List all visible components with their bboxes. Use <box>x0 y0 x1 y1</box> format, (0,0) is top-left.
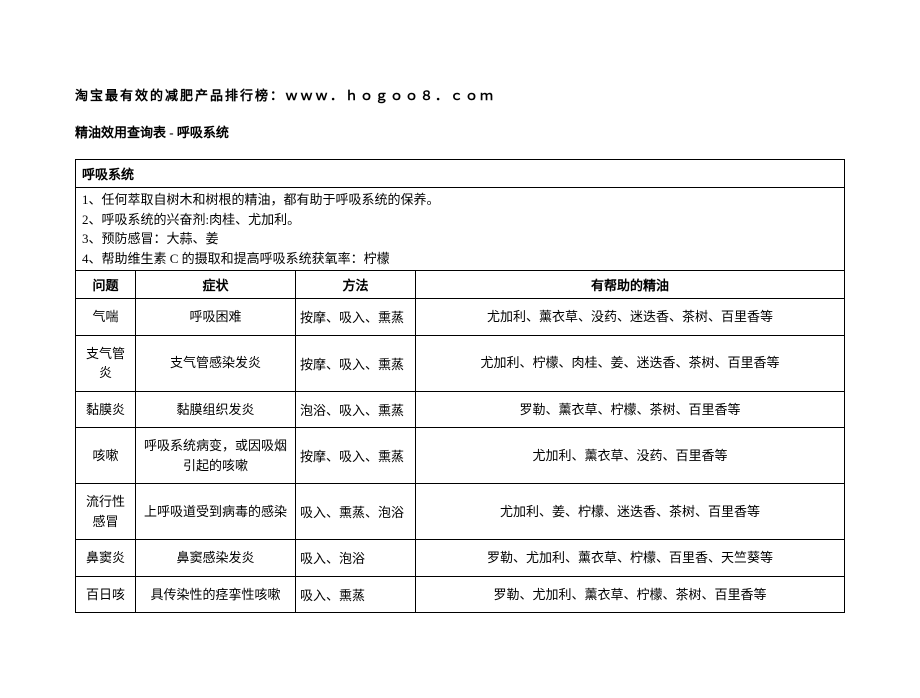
table-row: 百日咳 具传染性的痉挛性咳嗽 吸入、熏蒸 罗勒、尤加利、薰衣草、柠檬、茶树、百里… <box>76 576 845 613</box>
intro-line: 1、任何萃取自树木和树根的精油，都有助于呼吸系统的保养。 <box>82 190 838 210</box>
cell-symptom: 黏膜组织发炎 <box>136 391 296 428</box>
cell-oils: 尤加利、薰衣草、没药、百里香等 <box>416 428 845 484</box>
cell-method: 按摩、吸入、熏蒸 <box>296 335 416 391</box>
page-subtitle: 精油效用查询表 - 呼吸系统 <box>75 122 845 141</box>
intro-line: 4、帮助维生素 C 的摄取和提高呼吸系统获氧率：柠檬 <box>82 249 838 269</box>
table-row: 黏膜炎 黏膜组织发炎 泡浴、吸入、熏蒸 罗勒、薰衣草、柠檬、茶树、百里香等 <box>76 391 845 428</box>
col-oils: 有帮助的精油 <box>416 271 845 299</box>
cell-symptom: 具传染性的痉挛性咳嗽 <box>136 576 296 613</box>
intro-line: 3、预防感冒：大蒜、姜 <box>82 229 838 249</box>
section-title: 呼吸系统 <box>76 160 845 188</box>
cell-symptom: 支气管感染发炎 <box>136 335 296 391</box>
cell-method: 按摩、吸入、熏蒸 <box>296 428 416 484</box>
cell-method: 吸入、泡浴 <box>296 540 416 577</box>
col-method: 方法 <box>296 271 416 299</box>
cell-symptom: 呼吸困难 <box>136 299 296 336</box>
col-problem: 问题 <box>76 271 136 299</box>
page-header: 淘宝最有效的减肥产品排行榜：ｗｗｗ．ｈｏｇｏｏ８．ｃｏｍ <box>75 85 845 104</box>
cell-method: 吸入、熏蒸、泡浴 <box>296 484 416 540</box>
table-row: 咳嗽 呼吸系统病变，或因吸烟引起的咳嗽 按摩、吸入、熏蒸 尤加利、薰衣草、没药、… <box>76 428 845 484</box>
cell-problem: 支气管炎 <box>76 335 136 391</box>
cell-symptom: 呼吸系统病变，或因吸烟引起的咳嗽 <box>136 428 296 484</box>
table-row: 鼻窦炎 鼻窦感染发炎 吸入、泡浴 罗勒、尤加利、薰衣草、柠檬、百里香、天竺葵等 <box>76 540 845 577</box>
column-headers: 问题 症状 方法 有帮助的精油 <box>76 271 845 299</box>
cell-oils: 尤加利、柠檬、肉桂、姜、迷迭香、茶树、百里香等 <box>416 335 845 391</box>
cell-method: 吸入、熏蒸 <box>296 576 416 613</box>
cell-problem: 气喘 <box>76 299 136 336</box>
cell-oils: 罗勒、尤加利、薰衣草、柠檬、百里香、天竺葵等 <box>416 540 845 577</box>
cell-oils: 尤加利、姜、柠檬、迷迭香、茶树、百里香等 <box>416 484 845 540</box>
cell-method: 按摩、吸入、熏蒸 <box>296 299 416 336</box>
cell-symptom: 上呼吸道受到病毒的感染 <box>136 484 296 540</box>
cell-oils: 罗勒、尤加利、薰衣草、柠檬、茶树、百里香等 <box>416 576 845 613</box>
col-symptom: 症状 <box>136 271 296 299</box>
cell-oils: 尤加利、薰衣草、没药、迷迭香、茶树、百里香等 <box>416 299 845 336</box>
cell-problem: 黏膜炎 <box>76 391 136 428</box>
table-row: 气喘 呼吸困难 按摩、吸入、熏蒸 尤加利、薰衣草、没药、迷迭香、茶树、百里香等 <box>76 299 845 336</box>
oils-table: 呼吸系统 1、任何萃取自树木和树根的精油，都有助于呼吸系统的保养。 2、呼吸系统… <box>75 159 845 613</box>
intro-line: 2、呼吸系统的兴奋剂:肉桂、尤加利。 <box>82 210 838 230</box>
cell-problem: 百日咳 <box>76 576 136 613</box>
table-row: 支气管炎 支气管感染发炎 按摩、吸入、熏蒸 尤加利、柠檬、肉桂、姜、迷迭香、茶树… <box>76 335 845 391</box>
cell-problem: 流行性感冒 <box>76 484 136 540</box>
cell-oils: 罗勒、薰衣草、柠檬、茶树、百里香等 <box>416 391 845 428</box>
cell-method: 泡浴、吸入、熏蒸 <box>296 391 416 428</box>
table-row: 流行性感冒 上呼吸道受到病毒的感染 吸入、熏蒸、泡浴 尤加利、姜、柠檬、迷迭香、… <box>76 484 845 540</box>
cell-problem: 咳嗽 <box>76 428 136 484</box>
intro-text: 1、任何萃取自树木和树根的精油，都有助于呼吸系统的保养。 2、呼吸系统的兴奋剂:… <box>76 188 845 271</box>
cell-symptom: 鼻窦感染发炎 <box>136 540 296 577</box>
cell-problem: 鼻窦炎 <box>76 540 136 577</box>
